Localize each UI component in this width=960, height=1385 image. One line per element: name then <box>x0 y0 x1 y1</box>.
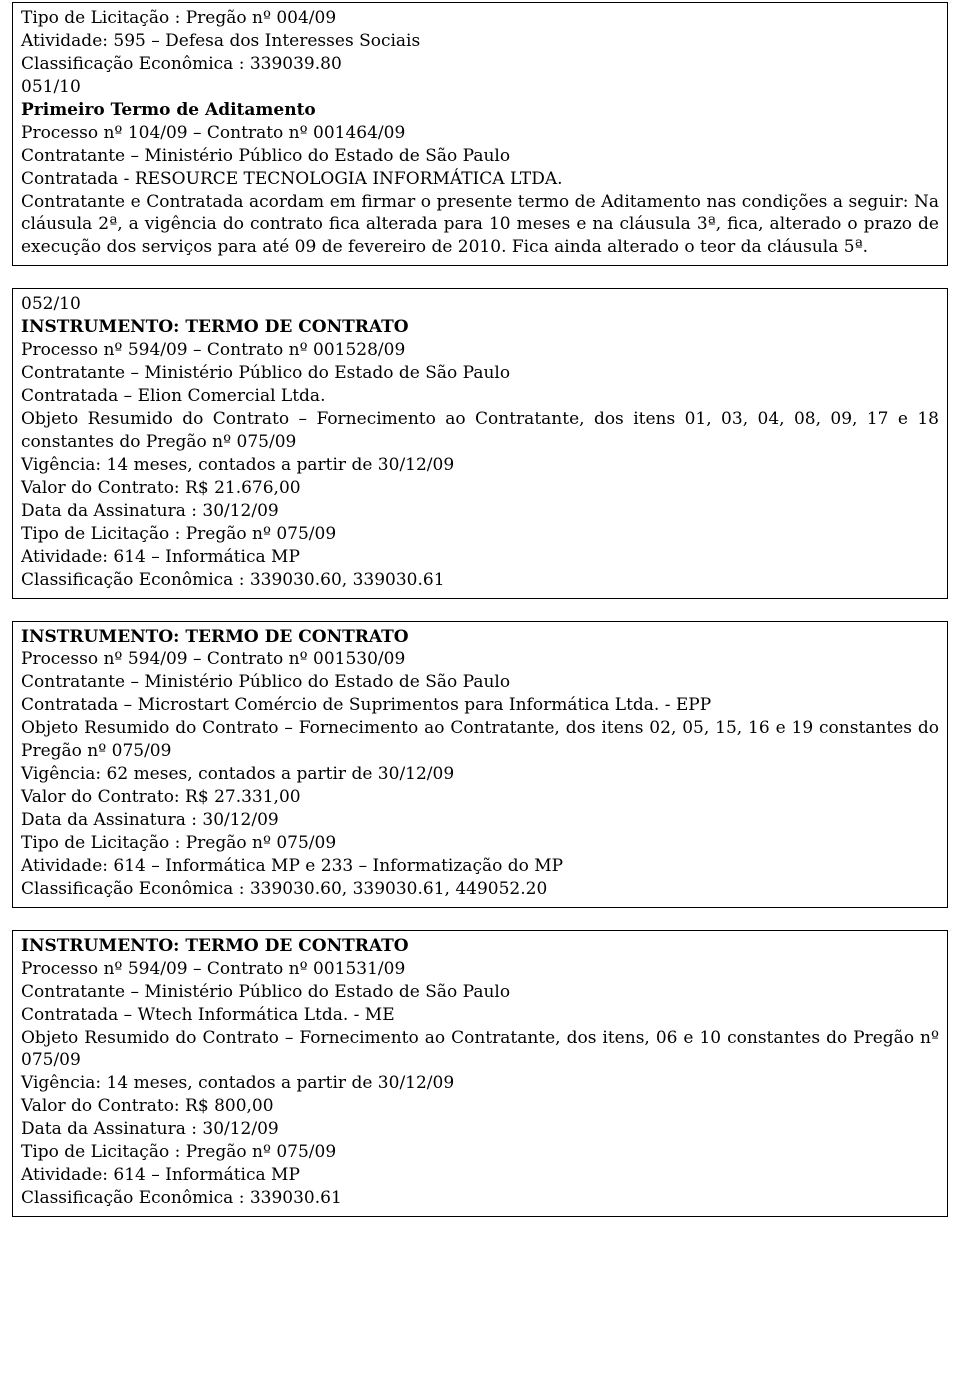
text-line: Classificação Econômica : 339030.60, 339… <box>21 878 939 901</box>
text-line: Atividade: 614 – Informática MP e 233 – … <box>21 855 939 878</box>
text-line: Classificação Econômica : 339030.60, 339… <box>21 569 939 592</box>
text-line: Contratada – Wtech Informática Ltda. - M… <box>21 1004 939 1027</box>
text-line: Processo nº 594/09 – Contrato nº 001530/… <box>21 648 939 671</box>
text-line: Vigência: 14 meses, contados a partir de… <box>21 454 939 477</box>
text-paragraph: Contratante e Contratada acordam em firm… <box>21 191 939 260</box>
text-paragraph: Objeto Resumido do Contrato – Fornecimen… <box>21 1027 939 1073</box>
text-line: Tipo de Licitação : Pregão nº 004/09 <box>21 7 939 30</box>
text-paragraph: Objeto Resumido do Contrato – Fornecimen… <box>21 717 939 763</box>
contract-box-3: INSTRUMENTO: TERMO DE CONTRATO Processo … <box>12 621 948 908</box>
text-line: Contratante – Ministério Público do Esta… <box>21 145 939 168</box>
text-line: Data da Assinatura : 30/12/09 <box>21 809 939 832</box>
text-line: Vigência: 14 meses, contados a partir de… <box>21 1072 939 1095</box>
text-line: Classificação Econômica : 339039.80 <box>21 53 939 76</box>
text-line: Valor do Contrato: R$ 800,00 <box>21 1095 939 1118</box>
text-line: Processo nº 594/09 – Contrato nº 001528/… <box>21 339 939 362</box>
text-line: Data da Assinatura : 30/12/09 <box>21 1118 939 1141</box>
text-line: Atividade: 595 – Defesa dos Interesses S… <box>21 30 939 53</box>
text-line: Contratada – Microstart Comércio de Supr… <box>21 694 939 717</box>
document-page: Tipo de Licitação : Pregão nº 004/09 Ati… <box>0 0 960 1251</box>
text-line: Atividade: 614 – Informática MP <box>21 546 939 569</box>
text-line: 051/10 <box>21 76 939 99</box>
text-line: Valor do Contrato: R$ 27.331,00 <box>21 786 939 809</box>
text-line: Data da Assinatura : 30/12/09 <box>21 500 939 523</box>
section-title: INSTRUMENTO: TERMO DE CONTRATO <box>21 316 939 339</box>
contract-box-2: 052/10 INSTRUMENTO: TERMO DE CONTRATO Pr… <box>12 288 948 598</box>
section-title: INSTRUMENTO: TERMO DE CONTRATO <box>21 935 939 958</box>
text-line: Vigência: 62 meses, contados a partir de… <box>21 763 939 786</box>
text-line: Contratada - RESOURCE TECNOLOGIA INFORMÁ… <box>21 168 939 191</box>
text-line: Contratada – Elion Comercial Ltda. <box>21 385 939 408</box>
text-line: Processo nº 104/09 – Contrato nº 001464/… <box>21 122 939 145</box>
text-line: Valor do Contrato: R$ 21.676,00 <box>21 477 939 500</box>
section-title: Primeiro Termo de Aditamento <box>21 99 939 122</box>
text-line: Contratante – Ministério Público do Esta… <box>21 362 939 385</box>
text-line: Processo nº 594/09 – Contrato nº 001531/… <box>21 958 939 981</box>
text-line: Contratante – Ministério Público do Esta… <box>21 671 939 694</box>
text-line: Tipo de Licitação : Pregão nº 075/09 <box>21 832 939 855</box>
text-line: Tipo de Licitação : Pregão nº 075/09 <box>21 523 939 546</box>
text-line: 052/10 <box>21 293 939 316</box>
text-paragraph: Objeto Resumido do Contrato – Fornecimen… <box>21 408 939 454</box>
text-line: Contratante – Ministério Público do Esta… <box>21 981 939 1004</box>
text-line: Atividade: 614 – Informática MP <box>21 1164 939 1187</box>
contract-box-4: INSTRUMENTO: TERMO DE CONTRATO Processo … <box>12 930 948 1217</box>
section-title: INSTRUMENTO: TERMO DE CONTRATO <box>21 626 939 649</box>
text-line: Tipo de Licitação : Pregão nº 075/09 <box>21 1141 939 1164</box>
contract-box-1: Tipo de Licitação : Pregão nº 004/09 Ati… <box>12 2 948 266</box>
text-line: Classificação Econômica : 339030.61 <box>21 1187 939 1210</box>
